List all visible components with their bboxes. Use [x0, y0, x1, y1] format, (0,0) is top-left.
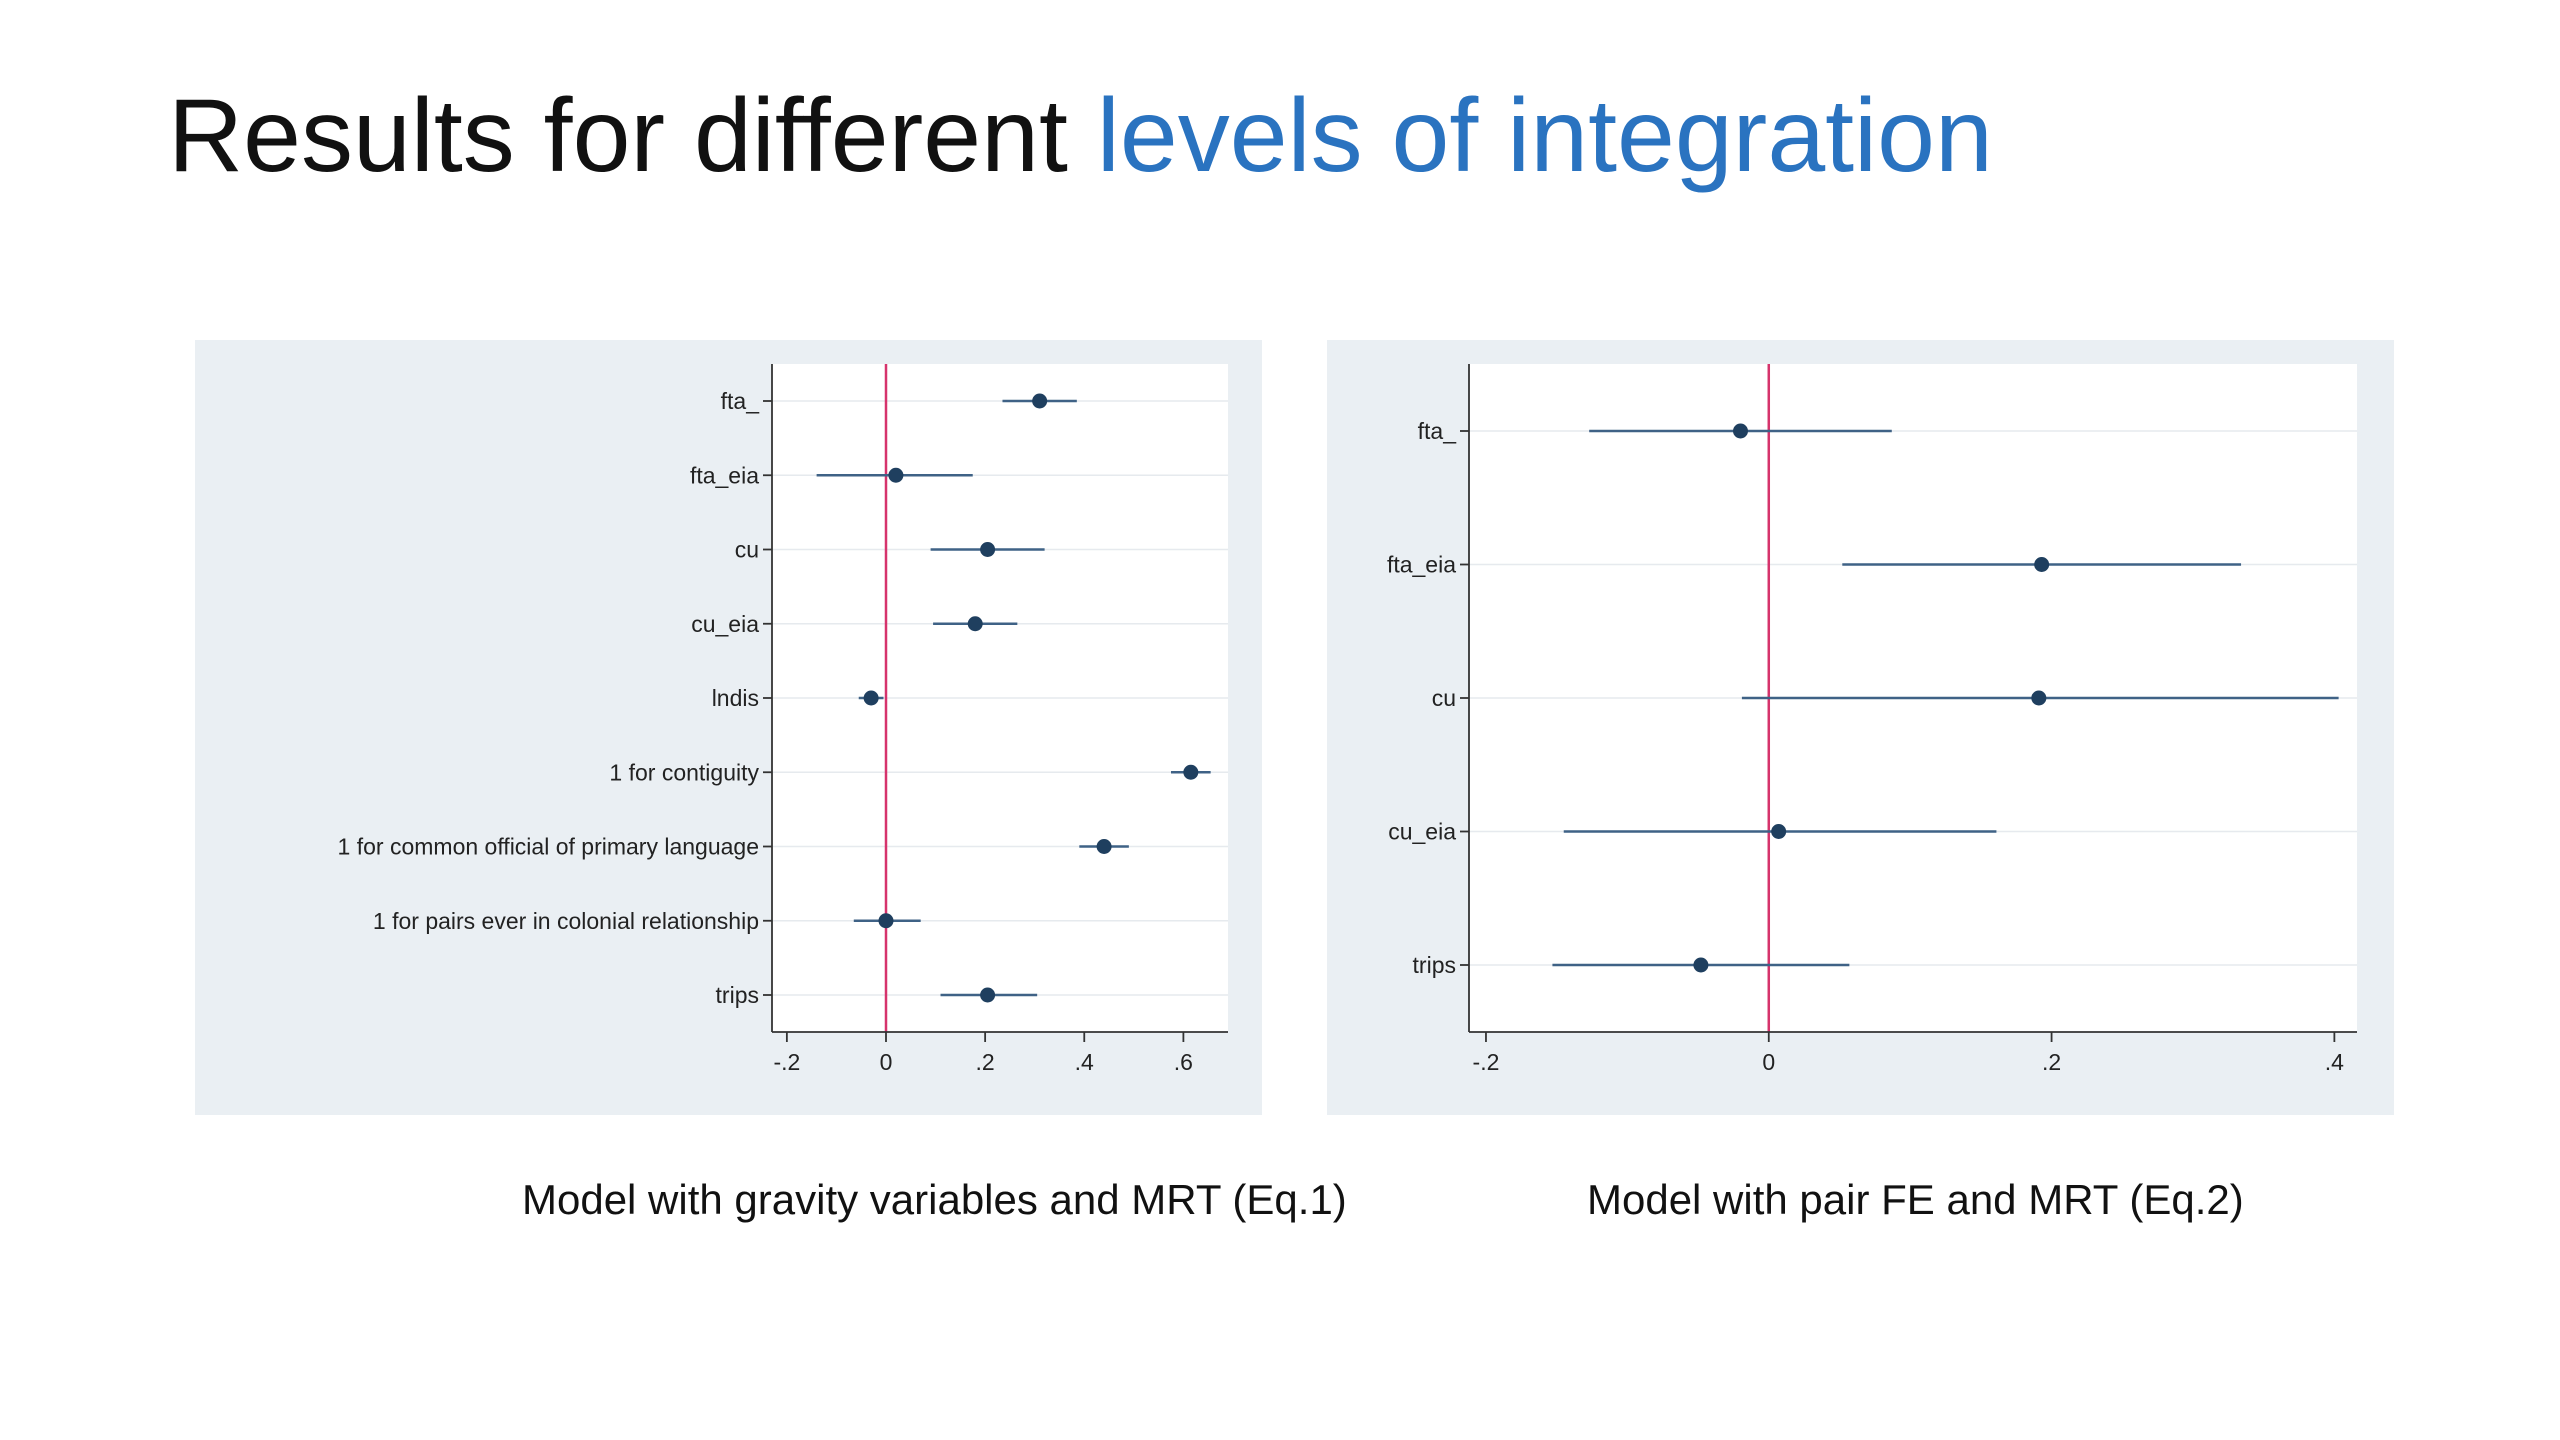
right-y-tick-label: fta_eia: [1387, 552, 1456, 578]
left-point-estimate: [980, 542, 996, 557]
right-y-tick-label: fta_: [1418, 418, 1458, 444]
caption-left: Model with gravity variables and MRT (Eq…: [522, 1176, 1347, 1223]
left-x-tick-label: .2: [976, 1049, 995, 1075]
left-y-tick-label: lndis: [712, 685, 759, 711]
left-y-tick-label: cu_eia: [691, 611, 759, 637]
left-x-tick-label: .6: [1174, 1049, 1193, 1075]
right-y-tick-label: cu: [1432, 685, 1456, 711]
left-point-estimate: [1032, 393, 1048, 409]
left-point-estimate: [1096, 839, 1112, 854]
caption-right: Model with pair FE and MRT (Eq.2): [1587, 1176, 2244, 1223]
right-x-tick-label: .2: [2042, 1049, 2061, 1075]
left-x-tick-label: .4: [1075, 1049, 1094, 1075]
right-x-tick-label: 0: [1762, 1049, 1775, 1075]
left-point-estimate: [888, 467, 904, 483]
left-y-tick-label: 1 for contiguity: [609, 759, 759, 785]
right-x-tick-label: -.2: [1473, 1049, 1500, 1075]
left-x-tick-label: 0: [880, 1049, 893, 1075]
right-point-estimate: [1732, 423, 1748, 439]
left-point-estimate: [878, 913, 894, 929]
left-y-tick-label: 1 for common official of primary languag…: [338, 834, 759, 860]
right-y-tick-label: cu_eia: [1388, 819, 1456, 845]
left-y-tick-label: fta_: [721, 388, 761, 414]
right-y-tick-label: trips: [1413, 952, 1456, 978]
left-point-estimate: [1183, 764, 1199, 780]
left-y-tick-label: fta_eia: [690, 462, 759, 488]
left-y-tick-label: trips: [716, 982, 759, 1008]
right-point-estimate: [2034, 557, 2050, 572]
left-point-estimate: [863, 690, 879, 706]
right-point-estimate: [1771, 824, 1787, 839]
title-main: Results for different: [168, 78, 1097, 194]
title-accent: levels of integration: [1096, 78, 1993, 194]
left-point-estimate: [967, 616, 983, 632]
left-x-tick-label: -.2: [773, 1049, 800, 1075]
right-point-estimate: [1693, 957, 1709, 973]
slide-title: Results for different levels of integrat…: [168, 74, 1993, 199]
left-y-tick-label: cu: [735, 537, 759, 563]
left-point-estimate: [980, 987, 996, 1003]
right-x-tick-label: .4: [2325, 1049, 2344, 1075]
left-y-tick-label: 1 for pairs ever in colonial relationshi…: [373, 908, 759, 934]
right-point-estimate: [2031, 690, 2047, 706]
